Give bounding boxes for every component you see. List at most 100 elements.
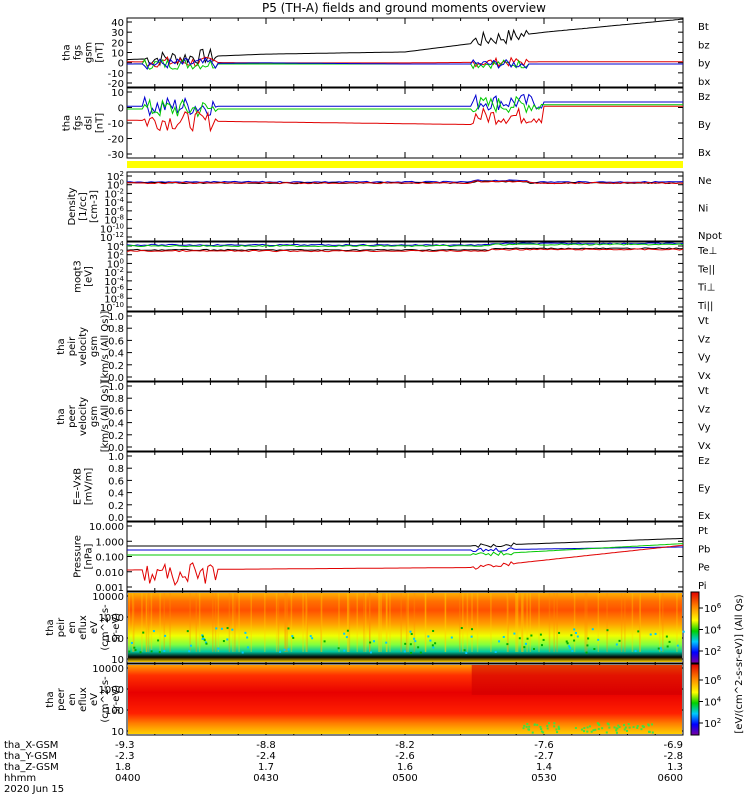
spectrogram-speckle <box>617 724 620 727</box>
spectrogram-streak <box>338 593 340 652</box>
y-axis-label: tha fgs dsl [nT] <box>62 113 106 133</box>
dsl-series-line <box>127 93 683 117</box>
spectrogram-streak <box>217 593 220 652</box>
spectrogram-streak <box>639 593 641 652</box>
y-tick-label: 10-2 <box>104 266 124 279</box>
panel-frame <box>126 451 684 522</box>
y-axis-label-line: velocity <box>78 397 89 436</box>
spectrogram-streak <box>264 593 266 652</box>
x-row-value: -8.2 <box>395 740 415 751</box>
spectrogram-streak <box>385 593 388 652</box>
spectrogram-streak <box>346 593 349 652</box>
y-axis-label-line: (cm^2-s- <box>100 676 111 723</box>
spectrogram-speckle <box>583 727 586 730</box>
spectrogram-streak <box>662 593 664 652</box>
spectrogram-streak <box>400 593 402 652</box>
y-tick-label: 0 <box>118 59 124 70</box>
legend-entry: Ex <box>698 511 710 522</box>
legend-entry: Ey <box>698 484 710 495</box>
y-tick-label: 0.100 <box>95 553 124 564</box>
spectrogram-speckle <box>337 647 340 650</box>
spectrogram-streak <box>529 593 532 652</box>
spectrogram-streak <box>620 593 623 652</box>
legend-entry: Vx <box>698 441 711 452</box>
y-tick-label: 0.2 <box>108 501 124 512</box>
spectrogram-streak <box>228 593 231 652</box>
spectrogram-speckle <box>553 722 556 725</box>
spectrogram-speckle <box>574 631 577 634</box>
y-axis-label: tha peir en eflux eV (cm^2-s-sr-eV) <box>45 604 122 651</box>
y-axis-label-line: [1/cc] <box>78 192 89 221</box>
spectrogram-speckle <box>283 648 286 651</box>
spectrogram-speckle <box>201 634 204 637</box>
x-row-value: 1.8 <box>115 762 131 773</box>
colorbar <box>690 591 700 664</box>
spectrogram-speckle <box>615 643 618 646</box>
y-tick-label: 10-6 <box>104 205 124 218</box>
spectrogram-streak <box>150 593 153 652</box>
spectrogram-speckle <box>641 725 644 728</box>
spectrogram-speckle <box>666 645 669 648</box>
legend-entry: Vx <box>698 371 711 382</box>
spectrogram-speckle <box>636 725 639 728</box>
spectrogram-speckle <box>417 646 420 649</box>
legend-entry: Npot <box>698 231 722 242</box>
spectrogram-speckle <box>634 650 637 653</box>
spectrogram-streak <box>553 593 555 652</box>
legend-entry: Vz <box>698 334 710 345</box>
spectrogram-streak <box>389 593 391 652</box>
y-tick-label: 0.8 <box>108 394 124 405</box>
spectrogram-speckle <box>657 647 660 650</box>
x-row-value: -9.3 <box>115 740 135 751</box>
spectrogram-speckle <box>588 725 591 728</box>
y-axis-label-line: tha <box>62 115 73 131</box>
spectrogram-speckle <box>413 637 416 640</box>
x-row-value: 0500 <box>392 773 417 784</box>
legend-entry: Ti⊥ <box>697 283 715 294</box>
y-axis-label-line: peir <box>56 617 67 637</box>
spectrogram-speckle <box>597 638 600 641</box>
y-axis-label-line: tha <box>56 408 67 424</box>
spectrogram-speckle <box>419 651 422 654</box>
spectrogram-speckle <box>539 725 542 728</box>
spectrogram-speckle <box>525 725 528 728</box>
y-axis-label-line: fgs <box>73 115 84 130</box>
y-axis-label: tha peir velocity gsm [km/s (All Qs)] <box>56 311 111 383</box>
spectrogram-speckle <box>244 631 247 634</box>
spectrogram-streak <box>458 593 461 652</box>
spectrogram-speckle <box>494 651 497 654</box>
y-tick-label: 102 <box>107 170 124 183</box>
legend-entry: Vt <box>698 386 709 397</box>
spectrogram-speckle <box>570 634 573 637</box>
y-axis-label-line: eV <box>89 621 100 634</box>
y-axis-label-line: tha <box>45 691 56 707</box>
y-axis-label-line: (cm^2-s- <box>100 604 111 651</box>
spectrogram-speckle <box>513 632 516 635</box>
y-axis-label: Pressure [nPa] <box>73 535 95 578</box>
spectrogram-speckle <box>557 725 560 728</box>
y-tick-label: 0.6 <box>108 336 124 347</box>
spectrogram-speckle <box>659 647 662 650</box>
y-tick-label: 10-12 <box>100 231 124 244</box>
y-tick-label: 10-8 <box>104 292 124 305</box>
dsl-series-line <box>127 105 683 133</box>
y-axis-label-line: sr-eV) <box>111 685 122 714</box>
spectrogram-speckle <box>431 644 434 647</box>
spectrogram-speckle <box>432 629 435 632</box>
spectrogram-streak <box>476 593 479 652</box>
spectrogram-streak <box>639 593 641 652</box>
spectrogram-streak <box>364 593 367 652</box>
pressure-line <box>127 543 684 557</box>
spectrogram-streak <box>128 593 130 652</box>
y-tick-label: 10-6 <box>104 284 124 297</box>
x-row-value: 1.7 <box>258 762 274 773</box>
spectrogram-speckle <box>539 633 542 636</box>
y-tick-label: 10-10 <box>100 222 124 235</box>
pressure-line <box>127 544 684 587</box>
spectrogram-speckle <box>568 645 571 648</box>
legend-entry: Bz <box>698 92 710 103</box>
spectrogram-streak <box>405 593 408 652</box>
spectrogram-speckle <box>597 727 600 730</box>
spectrogram-speckle <box>434 642 437 645</box>
